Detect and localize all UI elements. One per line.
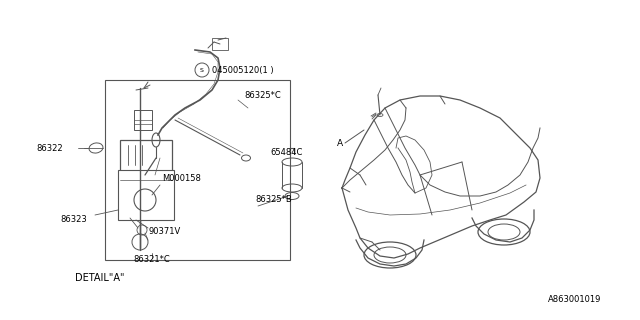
Text: A863001019: A863001019 (548, 295, 602, 305)
Bar (212, 38, 228, 50)
Bar (120, 140, 172, 210)
Text: 86325*C: 86325*C (244, 91, 281, 100)
Text: 86322: 86322 (36, 143, 63, 153)
Bar (118, 170, 174, 220)
Text: DETAIL"A": DETAIL"A" (75, 273, 125, 283)
Text: 045005120(1 ): 045005120(1 ) (212, 66, 274, 75)
Text: 86325*B: 86325*B (255, 196, 292, 204)
Text: 90371V: 90371V (148, 228, 180, 236)
Text: S: S (200, 68, 204, 73)
Bar (105, 80, 290, 260)
Text: 86323: 86323 (60, 215, 87, 225)
Text: M000158: M000158 (162, 173, 201, 182)
Bar (134, 110, 152, 130)
Text: 65484C: 65484C (270, 148, 302, 156)
Text: A: A (337, 139, 343, 148)
Text: 86321*C: 86321*C (134, 255, 170, 265)
